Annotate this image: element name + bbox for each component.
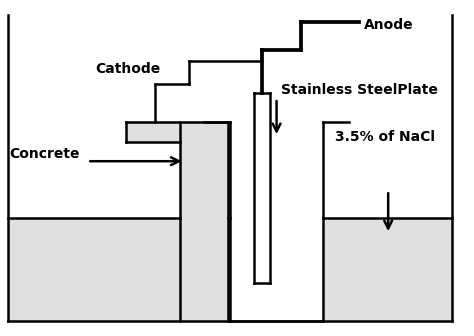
Text: 3.5% of NaCl: 3.5% of NaCl bbox=[335, 130, 435, 144]
Text: Stainless SteelPlate: Stainless SteelPlate bbox=[282, 83, 438, 97]
Text: Concrete: Concrete bbox=[9, 148, 80, 161]
Bar bbox=[8, 218, 180, 321]
Text: Cathode: Cathode bbox=[95, 62, 160, 76]
Bar bbox=[180, 127, 228, 321]
Text: Anode: Anode bbox=[364, 18, 413, 32]
Bar bbox=[325, 218, 452, 321]
Bar bbox=[126, 122, 228, 142]
Bar bbox=[230, 122, 323, 320]
